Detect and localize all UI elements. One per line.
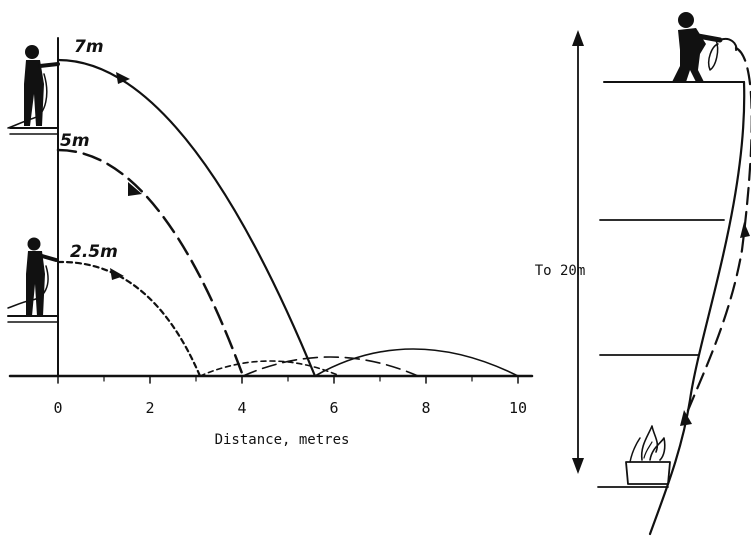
- firefighter-with-hose-icon: [7, 237, 58, 316]
- x-tick-10: 10: [509, 399, 527, 417]
- rebound-2.5m: [199, 360, 341, 377]
- firefighter-with-hose-icon: [672, 12, 738, 82]
- x-tick-0: 0: [53, 399, 62, 417]
- trajectory-5m-arrow: [128, 182, 142, 196]
- rebound-7m: [314, 348, 519, 377]
- facade-curve: [648, 80, 746, 536]
- dimension-arrow-bottom: [572, 458, 584, 474]
- upper-platform: [9, 127, 59, 135]
- firefighter-with-hose-icon: [7, 45, 60, 129]
- water-stream-arrow: [740, 222, 750, 238]
- trajectory-5m: [56, 148, 245, 378]
- trajectory-2.5m: [56, 260, 202, 378]
- x-tick-8: 8: [421, 399, 430, 417]
- fire-icon: [625, 425, 671, 485]
- x-axis-ticks: [57, 375, 519, 384]
- height-label: To 20m: [535, 263, 586, 279]
- trajectory-7m: [56, 58, 317, 378]
- x-tick-4: 4: [237, 399, 246, 417]
- trajectory-2.5m-arrow: [110, 268, 124, 280]
- x-tick-6: 6: [329, 399, 338, 417]
- height-label-7m: 7m: [74, 37, 104, 57]
- trajectory-7m-arrow: [116, 72, 130, 84]
- height-label-2.5m: 2.5m: [70, 242, 118, 262]
- lower-platform: [7, 315, 59, 323]
- trajectory-chart: 7m 5m 2.5m 0 2 4 6 8 10 Distance, metres: [7, 37, 534, 448]
- dimension-arrow-top: [572, 30, 584, 46]
- x-tick-2: 2: [145, 399, 154, 417]
- high-rise-diagram: To 20m: [535, 12, 751, 536]
- water-stream-dashed: [682, 46, 751, 422]
- rebound-5m: [242, 356, 419, 377]
- water-stream-arrow: [680, 410, 692, 426]
- height-label-5m: 5m: [60, 131, 90, 151]
- x-axis-label: Distance, metres: [215, 432, 350, 448]
